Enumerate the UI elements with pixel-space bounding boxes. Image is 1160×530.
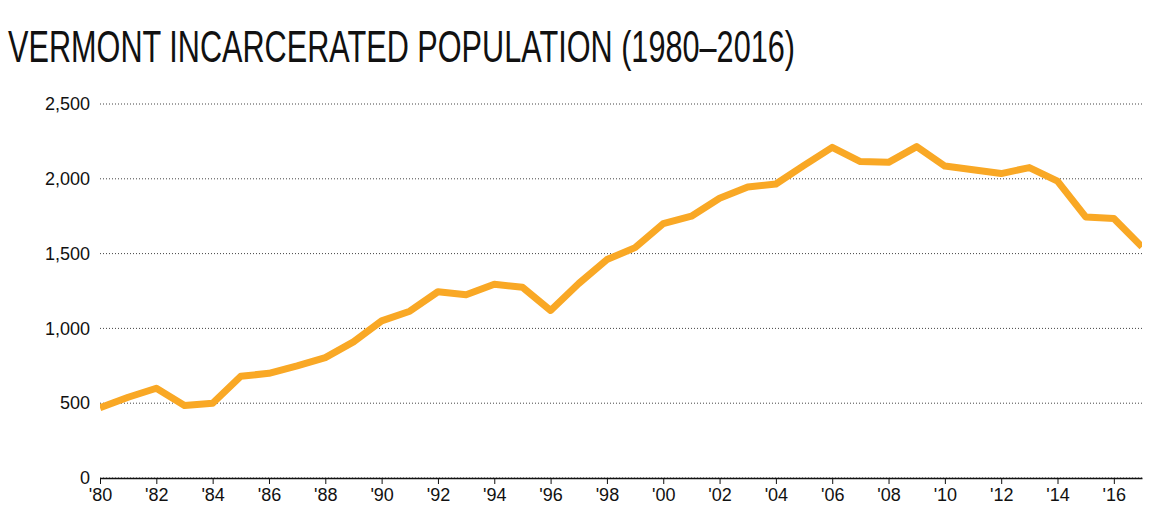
x-tick-label: '06 <box>821 485 844 505</box>
x-tick: '10 <box>934 478 957 505</box>
x-tick-label: '08 <box>877 485 900 505</box>
x-tick-label: '14 <box>1046 485 1069 505</box>
x-tick-mark <box>832 478 833 484</box>
x-tick-mark <box>1114 478 1115 484</box>
x-axis: '80 '82 '84 '86 '88 '90 '92 '94 '96 '98 '00 '02 '04 '… <box>89 478 1143 505</box>
x-tick-label: '02 <box>708 485 731 505</box>
grid-line <box>100 328 1142 329</box>
y-tick-label: 2,000 <box>45 169 90 189</box>
x-axis-line <box>101 478 1143 480</box>
x-tick: '16 <box>1103 478 1126 505</box>
x-tick: '82 <box>145 478 168 505</box>
x-tick-label: '10 <box>934 485 957 505</box>
line <box>100 147 1142 408</box>
x-tick: '80 <box>89 478 112 505</box>
y-axis-line <box>100 105 101 479</box>
x-tick: '98 <box>596 478 619 505</box>
x-tick-mark <box>1058 478 1059 484</box>
y-tick-label: 2,500 <box>45 94 90 114</box>
y-tick: 1,000 <box>45 319 100 339</box>
y-tick-label: 1,000 <box>45 319 90 339</box>
x-tick: '00 <box>652 478 675 505</box>
x-tick-mark <box>720 478 721 484</box>
x-tick-mark <box>889 478 890 484</box>
x-tick-label: '04 <box>765 485 788 505</box>
x-tick-mark <box>663 478 664 484</box>
x-tick: '94 <box>483 478 506 505</box>
x-tick-label: '96 <box>539 485 562 505</box>
x-tick-label: '92 <box>427 485 450 505</box>
x-tick: '04 <box>765 478 788 505</box>
x-tick-mark <box>551 478 552 484</box>
series <box>100 147 1142 408</box>
x-tick-label: '84 <box>201 485 224 505</box>
x-tick: '02 <box>708 478 731 505</box>
x-tick: '84 <box>201 478 224 505</box>
x-tick-mark <box>156 478 157 484</box>
x-tick-label: '88 <box>314 485 337 505</box>
x-tick-mark <box>213 478 214 484</box>
chart: VERMONT INCARCERATED POPULATION (1980–20… <box>0 0 1160 530</box>
x-tick: '88 <box>314 478 337 505</box>
x-tick-label: '80 <box>89 485 112 505</box>
y-tick: 2,500 <box>45 94 100 114</box>
x-tick-mark <box>776 478 777 484</box>
x-tick: '06 <box>821 478 844 505</box>
x-tick: '96 <box>539 478 562 505</box>
x-tick-mark <box>325 478 326 484</box>
x-tick-mark <box>607 478 608 484</box>
x-tick-label: '12 <box>990 485 1013 505</box>
x-tick-mark <box>494 478 495 484</box>
y-tick-label: 500 <box>60 393 90 413</box>
grid-line <box>100 104 1142 105</box>
plot: 05001,0001,5002,0002,500'80'82'84'86'88'… <box>45 94 1143 505</box>
x-tick: '12 <box>990 478 1013 505</box>
x-tick-label: '90 <box>370 485 393 505</box>
grid-line <box>100 478 1142 479</box>
y-tick-label: 1,500 <box>45 244 90 264</box>
x-tick: '86 <box>258 478 281 505</box>
y-tick: 2,000 <box>45 169 100 189</box>
title: VERMONT INCARCERATED POPULATION (1980–20… <box>8 22 795 71</box>
grid-line <box>100 403 1142 404</box>
x-tick-label: '82 <box>145 485 168 505</box>
x-tick-label: '94 <box>483 485 506 505</box>
x-tick-mark <box>382 478 383 484</box>
x-tick-mark <box>269 478 270 484</box>
x-tick-label: '00 <box>652 485 675 505</box>
x-tick: '92 <box>427 478 450 505</box>
x-tick-label: '86 <box>258 485 281 505</box>
x-tick-mark <box>1001 478 1002 484</box>
x-tick: '90 <box>370 478 393 505</box>
y-tick: 500 <box>60 393 100 413</box>
x-tick-label: '98 <box>596 485 619 505</box>
x-tick: '14 <box>1046 478 1069 505</box>
x-tick: '08 <box>877 478 900 505</box>
x-tick-mark <box>945 478 946 484</box>
y-axis: 05001,0001,5002,0002,500 <box>45 94 101 488</box>
grid-line <box>100 178 1142 179</box>
x-tick-mark <box>100 478 101 484</box>
x-tick-mark <box>438 478 439 484</box>
grid <box>100 104 1142 478</box>
y-tick: 1,500 <box>45 244 100 264</box>
x-tick-label: '16 <box>1103 485 1126 505</box>
